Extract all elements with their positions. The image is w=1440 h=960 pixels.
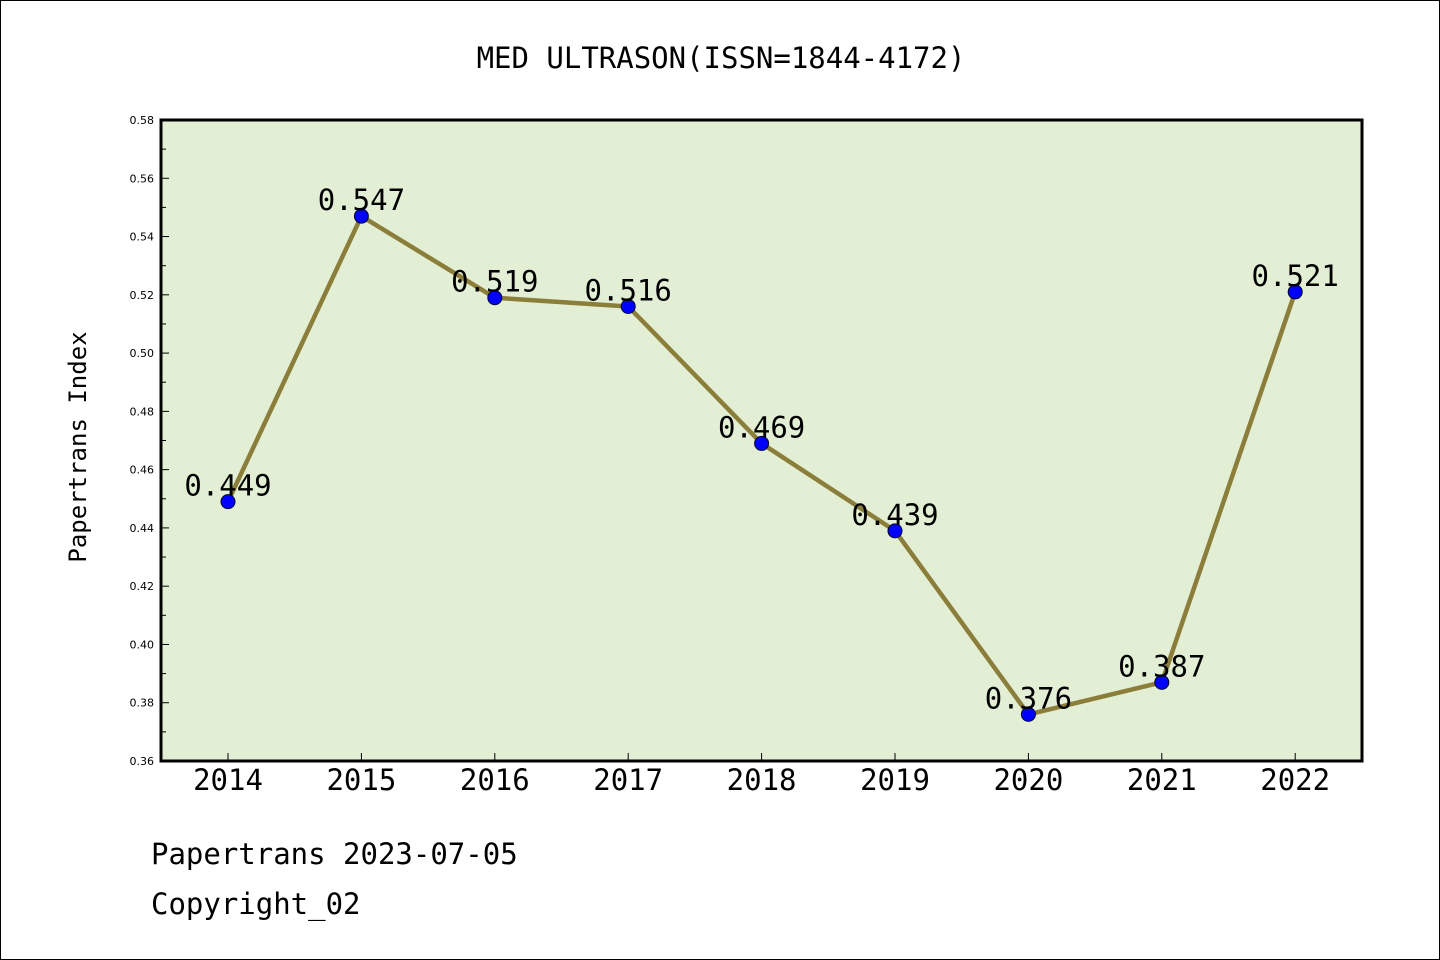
data-label: 0.376 <box>985 681 1072 715</box>
data-label: 0.469 <box>718 410 805 444</box>
y-tick-label: 0.44 <box>130 522 155 535</box>
data-label: 0.547 <box>318 183 405 217</box>
data-point <box>754 435 770 451</box>
data-label: 0.449 <box>184 469 271 503</box>
y-tick-label: 0.54 <box>130 231 155 244</box>
plot-frame <box>159 118 1364 763</box>
y-tick-label: 0.38 <box>130 697 155 710</box>
data-label: 0.387 <box>1118 649 1205 683</box>
footer-date-text: Papertrans 2023-07-05 <box>151 837 518 871</box>
x-tick-label: 2016 <box>460 763 530 797</box>
data-point <box>220 494 236 510</box>
data-point <box>1287 284 1303 300</box>
x-tick-label: 2021 <box>1127 763 1197 797</box>
x-tick-label: 2014 <box>193 763 263 797</box>
y-tick-label: 0.50 <box>130 347 155 360</box>
x-tick-label: 2015 <box>326 763 396 797</box>
chart-title: MED ULTRASON(ISSN=1844-4172) <box>477 41 966 75</box>
data-label: 0.521 <box>1252 259 1339 293</box>
data-point <box>1020 706 1036 722</box>
y-tick-label: 0.40 <box>130 638 155 651</box>
y-axis-label: Papertrans Index <box>64 331 92 562</box>
data-point <box>1154 674 1170 690</box>
x-tick-label: 2022 <box>1260 763 1330 797</box>
y-tick-label: 0.58 <box>130 114 155 127</box>
data-point <box>353 208 369 224</box>
x-tick-label: 2019 <box>860 763 930 797</box>
y-tick-label: 0.52 <box>130 289 155 302</box>
data-point <box>887 523 903 539</box>
y-tick-label: 0.46 <box>130 464 155 477</box>
x-tick-label: 2020 <box>993 763 1063 797</box>
y-tick-label: 0.36 <box>130 755 155 768</box>
data-point <box>620 298 636 314</box>
footer-copyright-text: Copyright_02 <box>151 887 361 921</box>
y-tick-label: 0.56 <box>130 172 155 185</box>
y-tick-label: 0.42 <box>130 580 155 593</box>
x-tick-label: 2017 <box>593 763 663 797</box>
data-point <box>487 290 503 306</box>
data-label: 0.519 <box>451 265 538 299</box>
y-tick-label: 0.48 <box>130 405 155 418</box>
data-label: 0.516 <box>585 273 672 307</box>
data-label: 0.439 <box>851 498 938 532</box>
x-tick-label: 2018 <box>727 763 797 797</box>
